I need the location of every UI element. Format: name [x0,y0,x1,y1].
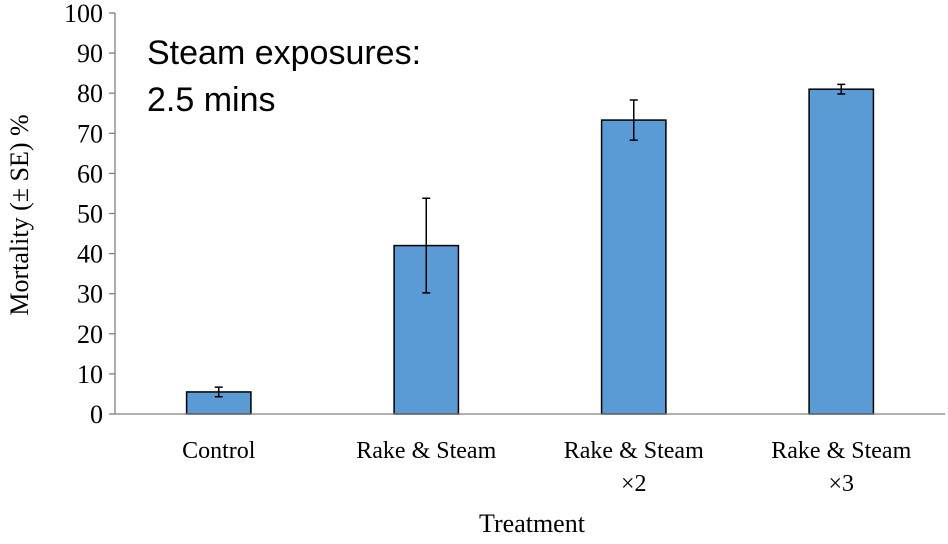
y-tick-label: 80 [77,79,103,108]
x-axis-title: Treatment [479,509,586,538]
y-tick-label: 70 [77,119,103,148]
y-tick-label: 10 [77,360,103,389]
error-bar-3 [837,83,846,95]
y-tick-label: 40 [77,240,103,269]
bar-2 [600,119,667,415]
error-bar-1 [422,197,431,294]
bars-group [185,88,875,415]
x-tick-label: Rake & Steam ×2 [564,438,704,497]
y-tick-label: 30 [77,280,103,309]
error-bars-group [214,83,846,398]
x-tick-label: Rake & Steam [356,438,496,464]
y-tick-label: 50 [77,200,103,229]
y-tick-label: 20 [77,320,103,349]
y-tick-label: 60 [77,159,103,188]
annotation-line-2: 2.5 mins [147,81,276,119]
x-tick-label: Rake & Steam ×3 [771,438,911,497]
y-tick-label: 100 [64,0,103,28]
y-tick-label: 0 [90,400,103,429]
x-tick-label: Control [182,438,256,464]
x-ticks-group: Control Rake & Steam Rake & Steam ×2 Rake & … [182,438,911,497]
y-tick-label: 90 [77,39,103,68]
bar-3 [808,88,875,415]
y-ticks-group: 0 10 20 30 40 50 60 70 80 90 100 [64,0,115,429]
error-bar-2 [629,99,638,141]
annotation-line-1: Steam exposures: [147,34,421,72]
error-bar-0 [214,386,223,398]
y-axis-title: Mortality (± SE) % [5,114,34,315]
